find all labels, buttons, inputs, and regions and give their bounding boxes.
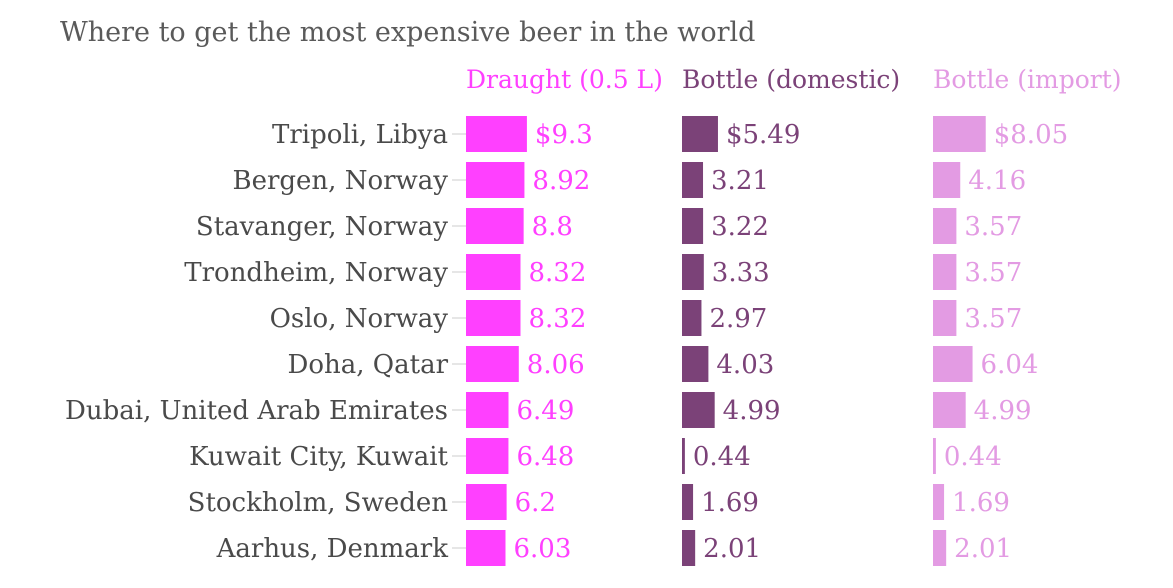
bar [682, 254, 704, 290]
series-headers: Draught (0.5 L) Bottle (domestic) Bottle (… [466, 65, 1122, 94]
category-label: Dubai, United Arab Emirates [65, 396, 448, 426]
bar [933, 162, 961, 198]
bar [933, 116, 986, 152]
series-header-1: Bottle (domestic) [682, 65, 900, 94]
bar-value-label: 4.03 [716, 350, 774, 380]
category-label: Stockholm, Sweden [188, 488, 449, 518]
bar-value-label: 1.69 [701, 488, 759, 518]
bar-groups: $9.3 8.92 8.8 8.32 8.32 8.06 6.49 6.48 6.2 6.03 $5… [466, 116, 1068, 566]
chart-title: Where to get the most expensive beer in … [60, 17, 755, 48]
bar [466, 392, 509, 428]
bar [466, 254, 521, 290]
category-labels: Tripoli, Libya Bergen, Norway Stavanger, N… [65, 120, 466, 564]
bar-value-label: 3.22 [711, 212, 769, 242]
bar [933, 300, 957, 336]
category-label: Kuwait City, Kuwait [189, 442, 448, 472]
bar-value-label: 4.99 [723, 396, 781, 426]
bar [466, 438, 509, 474]
bar-value-label: 6.04 [981, 350, 1039, 380]
bar-value-label: 4.99 [974, 396, 1032, 426]
bar-value-label: 6.2 [515, 488, 556, 518]
bar [466, 116, 527, 152]
bar-value-label: 0.44 [944, 442, 1002, 472]
series-header-0: Draught (0.5 L) [466, 65, 663, 94]
bar-value-label: 8.92 [532, 166, 590, 196]
series-group-0: $9.3 8.92 8.8 8.32 8.32 8.06 6.49 6.48 6.2 6.03 [466, 116, 593, 566]
bar [682, 346, 709, 382]
bar [466, 162, 525, 198]
bar-value-label: 4.16 [968, 166, 1026, 196]
bar-value-label: 2.01 [703, 534, 761, 564]
bar [933, 530, 947, 566]
bar [466, 346, 519, 382]
bar-value-label: 8.32 [528, 304, 586, 334]
category-label: Bergen, Norway [232, 166, 448, 196]
bar-value-label: 2.01 [954, 534, 1012, 564]
bar-value-label: 3.21 [711, 166, 769, 196]
category-label: Stavanger, Norway [196, 212, 448, 242]
bar [682, 208, 704, 244]
bar [933, 346, 973, 382]
bar [682, 484, 694, 520]
bar-value-label: 0.44 [693, 442, 751, 472]
series-header-2: Bottle (import) [933, 65, 1122, 94]
bar-value-label: 3.57 [964, 212, 1022, 242]
bar [682, 392, 715, 428]
bar-value-label: 3.57 [964, 258, 1022, 288]
bar [933, 208, 957, 244]
bar-value-label: 6.03 [513, 534, 571, 564]
category-label: Aarhus, Denmark [216, 534, 449, 564]
bar-value-label: $8.05 [994, 120, 1068, 150]
bar [933, 254, 957, 290]
bar [933, 484, 945, 520]
category-label: Oslo, Norway [270, 304, 449, 334]
bar-value-label: 6.48 [516, 442, 574, 472]
bar-value-label: 3.33 [712, 258, 770, 288]
series-group-1: $5.49 3.21 3.22 3.33 2.97 4.03 4.99 0.44 1.69 2.0… [682, 116, 800, 566]
category-label: Tripoli, Libya [272, 120, 448, 150]
bar-value-label: 1.69 [952, 488, 1010, 518]
bar [933, 392, 966, 428]
bar [466, 530, 506, 566]
bar-value-label: 8.06 [527, 350, 585, 380]
bar [933, 438, 936, 474]
bar-value-label: 8.32 [528, 258, 586, 288]
bar-value-label: $9.3 [535, 120, 593, 150]
bar [682, 116, 718, 152]
bar-value-label: 8.8 [532, 212, 573, 242]
bar [466, 300, 521, 336]
bar [682, 530, 696, 566]
category-label: Trondheim, Norway [184, 258, 448, 288]
bar [682, 300, 702, 336]
bar [466, 208, 524, 244]
bar-value-label: $5.49 [726, 120, 800, 150]
bar-value-label: 2.97 [709, 304, 767, 334]
category-label: Doha, Qatar [288, 350, 449, 380]
bar-value-label: 6.49 [517, 396, 575, 426]
series-group-2: $8.05 4.16 3.57 3.57 3.57 6.04 4.99 0.44 1.69 2.0… [933, 116, 1068, 566]
bar [466, 484, 507, 520]
bar [682, 162, 704, 198]
bar-value-label: 3.57 [964, 304, 1022, 334]
bar [682, 438, 685, 474]
